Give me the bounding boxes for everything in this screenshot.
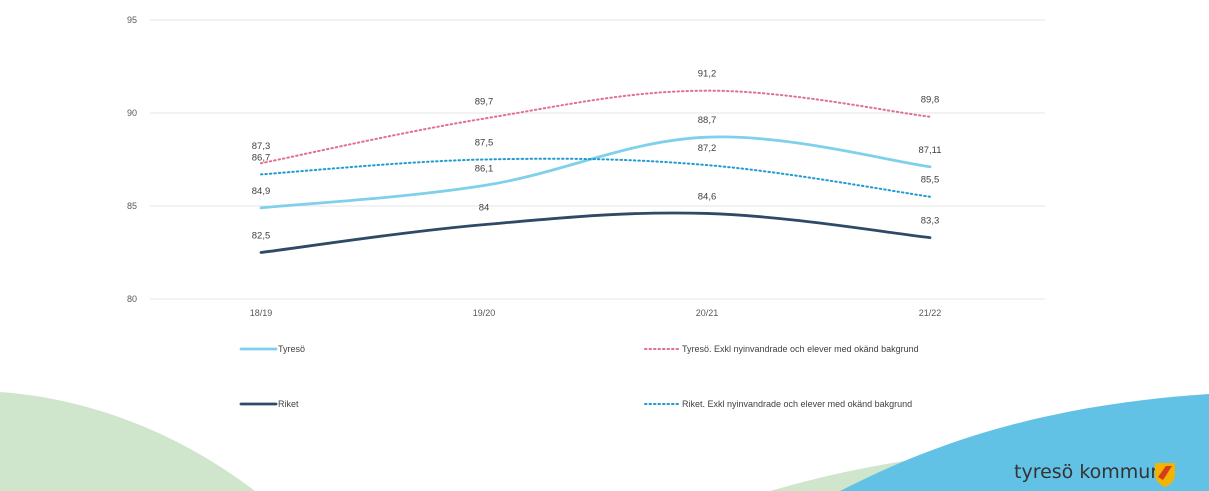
legend-item: Tyresö. Exkl nyinvandrade och elever med… bbox=[644, 344, 919, 354]
background-waves bbox=[0, 392, 1209, 491]
data-labels: 84,9 86,1 88,7 87,11 87,3 89,7 91,2 89,8 82,5 84 8… bbox=[252, 69, 942, 242]
series-lines bbox=[259, 89, 932, 254]
data-label: 86,7 bbox=[252, 152, 271, 163]
legend-item: Riket bbox=[239, 399, 299, 409]
coat-of-arms-icon bbox=[1155, 463, 1175, 487]
series-line bbox=[260, 89, 931, 165]
series-line bbox=[260, 157, 931, 198]
legend-item: Riket. Exkl nyinvandrade och elever med … bbox=[644, 399, 912, 409]
y-tick-label: 90 bbox=[127, 108, 137, 118]
data-label: 88,7 bbox=[698, 115, 717, 126]
y-axis-ticks: 80 85 90 95 bbox=[127, 15, 137, 304]
legend-item: Tyresö bbox=[239, 344, 305, 354]
chart: 80 85 90 95 18/19 19/20 20/21 21/22 84,9 86,1 88… bbox=[127, 15, 1045, 318]
data-label: 91,2 bbox=[698, 69, 717, 80]
data-label: 87,11 bbox=[918, 145, 941, 156]
data-label: 89,8 bbox=[921, 95, 940, 106]
legend-label: Tyresö bbox=[278, 344, 305, 354]
data-label: 84,6 bbox=[698, 191, 717, 202]
logo-text: tyresö kommun bbox=[1014, 461, 1162, 483]
data-label: 82,5 bbox=[252, 231, 271, 242]
shield-mark bbox=[1158, 466, 1172, 480]
y-tick-label: 95 bbox=[127, 15, 137, 25]
y-tick-label: 85 bbox=[127, 201, 137, 211]
data-label: 87,3 bbox=[252, 141, 271, 152]
logo: tyresö kommun bbox=[1014, 461, 1175, 487]
data-label: 84,9 bbox=[252, 186, 271, 197]
x-tick-label: 19/20 bbox=[473, 308, 496, 318]
legend-label: Riket. Exkl nyinvandrade och elever med … bbox=[682, 399, 912, 409]
data-label: 87,5 bbox=[475, 138, 494, 149]
legend-label: Riket bbox=[278, 399, 299, 409]
x-tick-label: 21/22 bbox=[919, 308, 942, 318]
x-tick-label: 18/19 bbox=[250, 308, 273, 318]
series-line bbox=[259, 135, 932, 210]
x-tick-label: 20/21 bbox=[696, 308, 719, 318]
legend-label: Tyresö. Exkl nyinvandrade och elever med… bbox=[682, 344, 919, 354]
data-label: 89,7 bbox=[475, 97, 494, 108]
data-label: 83,3 bbox=[921, 216, 940, 227]
legend: Tyresö Tyresö. Exkl nyinvandrade och elev… bbox=[239, 344, 919, 409]
y-tick-label: 80 bbox=[127, 294, 137, 304]
x-axis-ticks: 18/19 19/20 20/21 21/22 bbox=[250, 308, 942, 318]
data-label: 87,2 bbox=[698, 143, 717, 154]
blue-wave bbox=[840, 394, 1209, 491]
data-label: 86,1 bbox=[475, 164, 494, 175]
green-wave bbox=[0, 392, 255, 491]
series-line bbox=[259, 211, 932, 254]
data-label: 85,5 bbox=[921, 175, 940, 186]
data-label: 84 bbox=[479, 203, 490, 214]
